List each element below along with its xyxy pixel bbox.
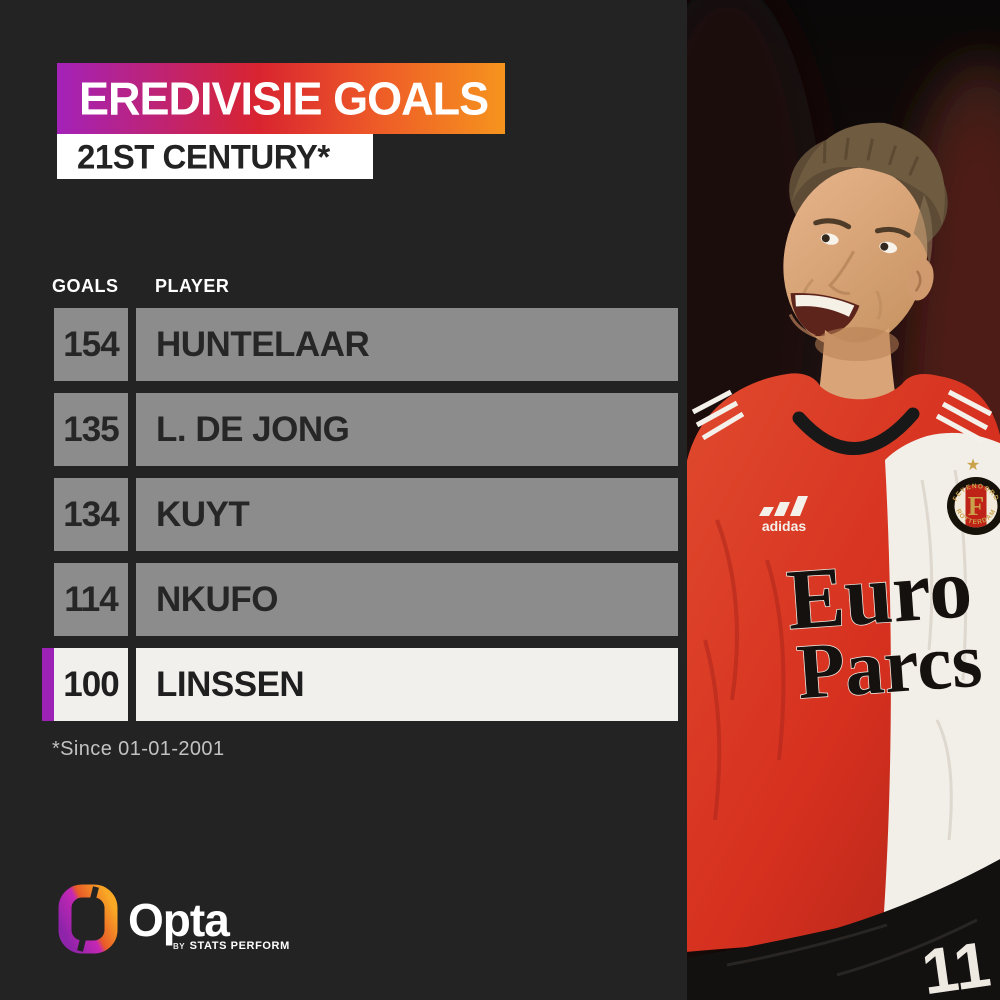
tagline-by: BY	[173, 942, 186, 951]
adidas-wordmark: adidas	[762, 518, 807, 534]
crest-star-icon: ★	[966, 457, 980, 474]
player-cell: NKUFO	[136, 563, 678, 636]
feyenoord-shirt: adidas ★ F FEYENOORD ROTTERDAM Eu	[687, 373, 1000, 952]
player-cell: KUYT	[136, 478, 678, 551]
goals-cell: 135	[54, 393, 128, 466]
sponsor-line-1: Euro	[784, 539, 975, 648]
table-row-highlighted: 100 LINSSEN	[0, 648, 1000, 721]
subtitle-banner: 21ST CENTURY*	[57, 134, 373, 179]
table-row: 134 KUYT	[0, 478, 1000, 551]
goals-cell: 134	[54, 478, 128, 551]
column-header-goals: GOALS	[52, 276, 119, 296]
adidas-shoulder-stripes-left	[691, 389, 745, 441]
shirt-sponsor: Euro Parcs	[783, 538, 985, 716]
table-row: 114 NKUFO	[0, 563, 1000, 636]
footnote: *Since 01-01-2001	[52, 738, 225, 760]
table-row: 154 HUNTELAAR	[0, 308, 1000, 381]
column-header-player: PLAYER	[155, 276, 230, 296]
goals-cell: 154	[54, 308, 128, 381]
shirt-collar	[792, 407, 920, 455]
goals-cell: 100	[54, 648, 128, 721]
crest-letter: F	[968, 491, 985, 521]
opta-logo-icon	[58, 884, 118, 954]
highlight-accent-bar	[42, 648, 54, 721]
page-subtitle: 21ST CENTURY*	[77, 136, 330, 176]
player-cell: LINSSEN	[136, 648, 678, 721]
opta-tagline: BY STATS PERFORM	[173, 936, 290, 954]
feyenoord-crest: ★ F FEYENOORD ROTTERDAM	[947, 457, 1000, 535]
player-photo-illustration: adidas ★ F FEYENOORD ROTTERDAM Eu	[687, 0, 1000, 1000]
shorts-number: 11	[918, 928, 995, 1000]
tagline-company: STATS PERFORM	[189, 940, 290, 952]
sponsor-line-2: Parcs	[794, 616, 984, 716]
adidas-shoulder-stripes-right	[935, 389, 993, 444]
adidas-logo-icon: adidas	[759, 496, 808, 534]
player-shorts: 11	[687, 859, 1000, 1000]
title-banner: EREDIVISIE GOALS	[57, 63, 505, 134]
player-head	[783, 122, 948, 349]
player-photo: adidas ★ F FEYENOORD ROTTERDAM Eu	[687, 0, 1000, 1000]
page-title: EREDIVISIE GOALS	[79, 71, 489, 125]
player-figure: adidas ★ F FEYENOORD ROTTERDAM Eu	[687, 122, 1000, 1000]
goals-cell: 114	[54, 563, 128, 636]
player-cell: L. DE JONG	[136, 393, 678, 466]
opta-wordmark: Opta	[128, 894, 230, 946]
player-cell: HUNTELAAR	[136, 308, 678, 381]
shirt-white-panel	[884, 432, 1000, 919]
table-row: 135 L. DE JONG	[0, 393, 1000, 466]
